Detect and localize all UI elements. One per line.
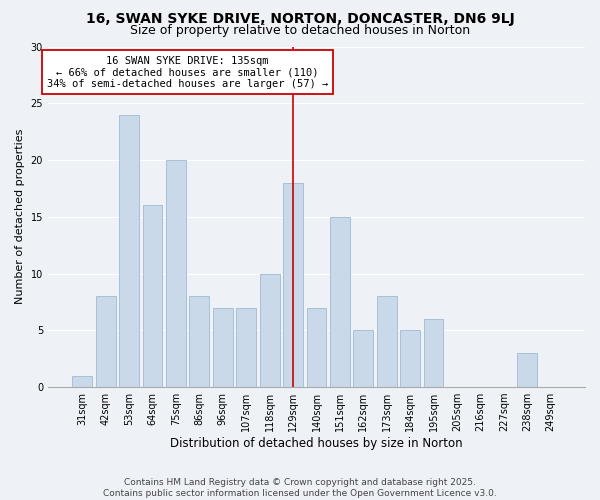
Bar (377, 296, 397, 387)
Bar (353, 330, 373, 387)
Text: 16, SWAN SYKE DRIVE, NORTON, DONCASTER, DN6 9LJ: 16, SWAN SYKE DRIVE, NORTON, DONCASTER, … (86, 12, 514, 26)
Text: Size of property relative to detached houses in Norton: Size of property relative to detached ho… (130, 24, 470, 37)
Bar (260, 274, 280, 387)
Text: 16 SWAN SYKE DRIVE: 135sqm
← 66% of detached houses are smaller (110)
34% of sem: 16 SWAN SYKE DRIVE: 135sqm ← 66% of deta… (47, 56, 328, 89)
Bar (283, 182, 303, 387)
Bar (96, 296, 116, 387)
Bar (166, 160, 186, 387)
Bar (190, 296, 209, 387)
X-axis label: Distribution of detached houses by size in Norton: Distribution of detached houses by size … (170, 437, 463, 450)
Bar (400, 330, 420, 387)
Bar (424, 319, 443, 387)
Bar (236, 308, 256, 387)
Bar (73, 376, 92, 387)
Bar (307, 308, 326, 387)
Text: Contains HM Land Registry data © Crown copyright and database right 2025.
Contai: Contains HM Land Registry data © Crown c… (103, 478, 497, 498)
Bar (330, 217, 350, 387)
Bar (119, 114, 139, 387)
Bar (143, 206, 163, 387)
Bar (517, 353, 537, 387)
Y-axis label: Number of detached properties: Number of detached properties (15, 129, 25, 304)
Bar (213, 308, 233, 387)
